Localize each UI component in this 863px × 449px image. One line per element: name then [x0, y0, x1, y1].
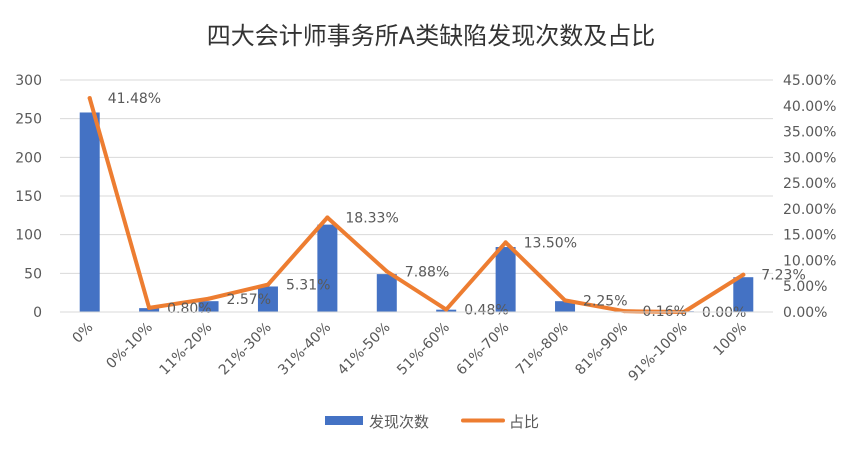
right-axis: 0.00% 5.00% 10.00% 15.00% 20.00% 25.00% 30.00%…	[783, 73, 836, 321]
category-tick-label: 71%-80%	[513, 320, 572, 379]
bar	[317, 224, 338, 312]
line-point	[622, 309, 627, 314]
category-tick-label: 41%-50%	[335, 320, 394, 379]
legend-label-line: 占比	[509, 413, 539, 431]
right-axis-tick-label: 30.00%	[783, 150, 836, 166]
left-axis-tick-label: 250	[15, 112, 42, 128]
gridlines	[60, 79, 773, 313]
left-axis-tick-label: 200	[15, 150, 42, 166]
chart-title: 四大会计师事务所A类缺陷发现次数及占比	[207, 22, 655, 50]
right-axis-tick-label: 15.00%	[783, 228, 836, 244]
data-label: 18.33%	[345, 210, 398, 226]
data-label: 41.48%	[108, 91, 161, 107]
right-axis-tick-label: 20.00%	[783, 202, 836, 218]
category-tick-label: 31%-40%	[275, 320, 334, 379]
legend-label-bars: 发现次数	[369, 413, 429, 431]
bar	[495, 247, 516, 312]
line-point	[87, 96, 92, 101]
category-tick-label: 100%	[711, 320, 751, 360]
right-axis-tick-label: 10.00%	[783, 253, 836, 269]
line-point	[325, 215, 330, 220]
right-axis-tick-label: 0.00%	[783, 305, 827, 321]
bar	[555, 301, 576, 312]
right-axis-tick-label: 45.00%	[783, 73, 836, 89]
data-label: 7.88%	[405, 264, 449, 280]
bar	[139, 308, 160, 312]
left-axis-tick-label: 0	[33, 305, 42, 321]
data-label: 13.50%	[524, 235, 577, 251]
category-tick-label: 51%-60%	[394, 320, 453, 379]
data-label: 2.57%	[227, 292, 271, 308]
line-point	[265, 282, 270, 287]
line-point	[563, 298, 568, 303]
bar	[733, 277, 754, 312]
left-axis-tick-label: 150	[15, 189, 42, 205]
line-point	[741, 272, 746, 277]
left-axis: 0 50 100 150 200 250 300	[15, 73, 42, 321]
data-label: 5.31%	[286, 278, 330, 294]
right-axis-tick-label: 25.00%	[783, 176, 836, 192]
bar	[198, 301, 219, 312]
line-point	[384, 269, 389, 274]
category-tick-label: 61%-70%	[454, 320, 513, 379]
right-axis-tick-label: 35.00%	[783, 125, 836, 141]
line-point	[444, 307, 449, 312]
bar	[376, 274, 397, 312]
category-tick-label: 81%-90%	[572, 320, 631, 379]
data-label: 0.48%	[464, 303, 508, 319]
left-axis-tick-label: 100	[15, 228, 42, 244]
line-point	[206, 296, 211, 301]
line-point	[147, 305, 152, 310]
line-point	[503, 240, 508, 245]
left-axis-tick-label: 50	[24, 266, 42, 282]
category-tick-label: 91%-100%	[626, 320, 691, 385]
right-axis-tick-label: 40.00%	[783, 99, 836, 115]
category-tick-label: 0%	[70, 320, 97, 347]
category-axis: 0% 0%-10% 11%-20% 21%-30% 31%-40% 41%-50% 51%-…	[60, 311, 773, 385]
bar-series	[79, 112, 754, 312]
left-axis-tick-label: 300	[15, 73, 42, 89]
data-label: 0.00%	[702, 305, 746, 321]
legend-swatch-bars	[325, 416, 363, 425]
category-tick-label: 0%-10%	[103, 320, 156, 373]
data-label: 2.25%	[583, 293, 627, 309]
data-labels: 41.48% 0.80% 2.57% 5.31% 18.33% 7.88% 0.48% 13.…	[108, 91, 806, 321]
data-label: 7.23%	[761, 268, 805, 284]
line-series	[87, 96, 746, 314]
category-tick-label: 21%-30%	[216, 320, 275, 379]
line-path	[87, 96, 746, 314]
category-tick-label: 11%-20%	[156, 320, 215, 379]
bar	[257, 286, 278, 312]
legend: 发现次数 占比	[325, 413, 539, 431]
bar	[79, 112, 100, 312]
right-axis-tick-label: 5.00%	[783, 279, 827, 295]
data-label: 0.80%	[167, 301, 211, 317]
